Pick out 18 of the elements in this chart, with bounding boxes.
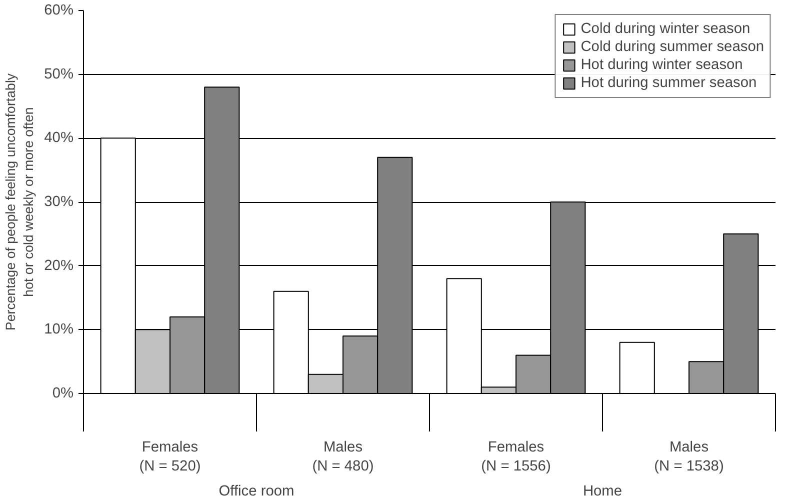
y-tick-label: 20% — [44, 258, 74, 274]
y-tick-label: 60% — [44, 2, 74, 18]
x-tick-label: Females (N = 520) — [139, 440, 201, 475]
legend-label: Hot during summer season — [580, 75, 757, 91]
y-tick-label: 50% — [44, 66, 74, 82]
y-tick-label: 30% — [44, 194, 74, 210]
y-tick-label: 0% — [52, 386, 74, 402]
legend-label: Hot during winter season — [580, 57, 743, 73]
legend-label: Cold during winter season — [580, 21, 750, 37]
y-axis-title: Percentage of people feeling uncomfortably hot or cold weekly or more often — [3, 73, 36, 331]
y-tick-label: 40% — [44, 130, 74, 146]
x-tick-label: Females (N = 1556) — [481, 440, 551, 475]
text: Home — [582, 484, 622, 500]
text: Office room — [218, 484, 294, 500]
x-tick-label: Males (N = 480) — [312, 440, 374, 475]
x-tick-label: Males (N = 1538) — [654, 440, 724, 475]
legend-label: Cold during summer season — [580, 39, 764, 55]
y-tick-label: 10% — [44, 322, 74, 338]
